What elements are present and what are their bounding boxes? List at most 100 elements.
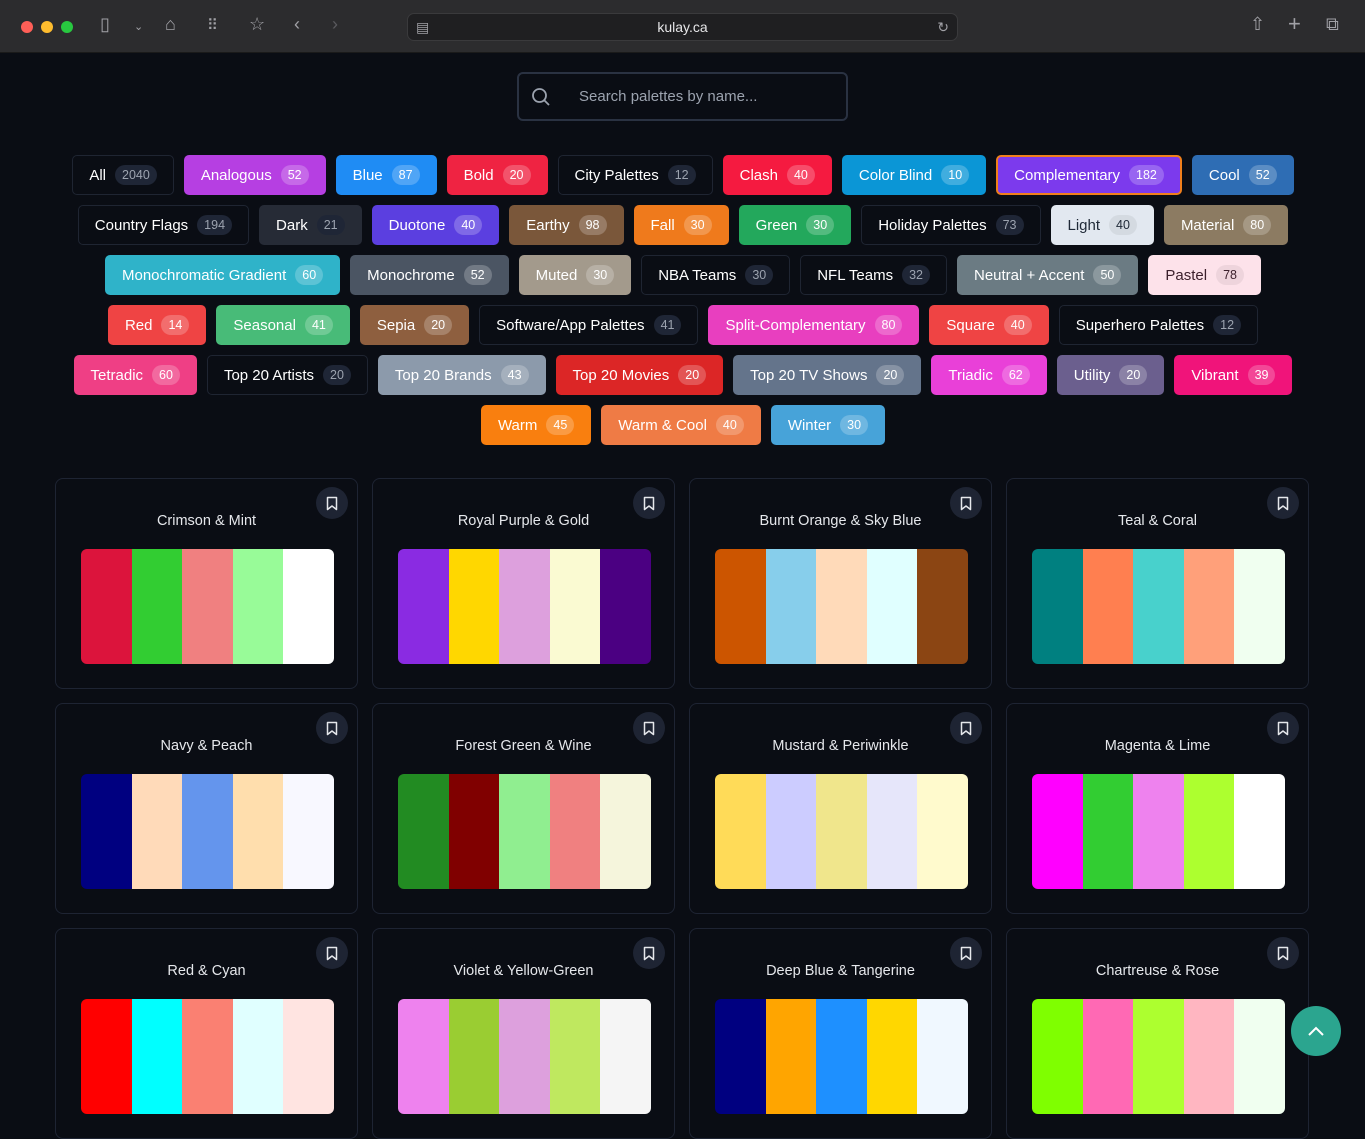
color-swatch[interactable] xyxy=(1133,549,1184,664)
palette-card[interactable]: Deep Blue & Tangerine xyxy=(689,928,992,1139)
category-chip[interactable]: Fall 30 xyxy=(633,205,729,245)
category-chip[interactable]: NBA Teams 30 xyxy=(641,255,791,295)
color-swatch[interactable] xyxy=(1082,549,1134,664)
color-swatch[interactable] xyxy=(131,999,183,1114)
bookmark-button[interactable] xyxy=(1267,937,1299,969)
category-chip[interactable]: Monochromatic Gradient 60 xyxy=(105,255,341,295)
color-swatch[interactable] xyxy=(1234,549,1285,664)
color-swatch[interactable] xyxy=(816,999,867,1114)
palette-card[interactable]: Violet & Yellow-Green xyxy=(372,928,675,1139)
category-chip[interactable]: Material 80 xyxy=(1163,205,1289,245)
color-swatch[interactable] xyxy=(81,774,132,889)
scroll-to-top-button[interactable] xyxy=(1291,1006,1341,1056)
color-swatch[interactable] xyxy=(499,999,550,1114)
color-swatch[interactable] xyxy=(398,549,449,664)
color-swatch[interactable] xyxy=(1032,549,1083,664)
category-chip[interactable]: Analogous 52 xyxy=(183,155,326,195)
color-swatch[interactable] xyxy=(1234,774,1285,889)
color-swatch[interactable] xyxy=(81,999,132,1114)
search-box[interactable] xyxy=(517,72,848,121)
category-chip[interactable]: Green 30 xyxy=(738,205,852,245)
color-swatch[interactable] xyxy=(81,549,132,664)
forward-icon[interactable]: › xyxy=(332,14,338,34)
color-swatch[interactable] xyxy=(1133,999,1184,1114)
color-swatch[interactable] xyxy=(1133,774,1184,889)
category-chip[interactable]: City Palettes 12 xyxy=(557,155,713,195)
color-swatch[interactable] xyxy=(232,999,284,1114)
color-swatch[interactable] xyxy=(549,999,601,1114)
maximize-window-button[interactable] xyxy=(61,21,73,33)
bookmark-button[interactable] xyxy=(633,937,665,969)
color-swatch[interactable] xyxy=(283,549,334,664)
category-chip[interactable]: Light 40 xyxy=(1050,205,1154,245)
category-chip[interactable]: Top 20 TV Shows 20 xyxy=(733,355,922,395)
category-chip[interactable]: Warm & Cool 40 xyxy=(601,405,761,445)
category-chip[interactable]: Split-Complementary 80 xyxy=(708,305,920,345)
back-icon[interactable]: ‹ xyxy=(294,14,300,34)
search-input[interactable] xyxy=(579,74,839,119)
category-chip[interactable]: Complementary 182 xyxy=(996,155,1182,195)
home-icon[interactable]: ⌂ xyxy=(165,14,176,34)
bookmark-button[interactable] xyxy=(950,712,982,744)
color-swatch[interactable] xyxy=(917,549,968,664)
color-swatch[interactable] xyxy=(398,774,449,889)
palette-card[interactable]: Teal & Coral xyxy=(1006,478,1309,689)
category-chip[interactable]: Holiday Palettes 73 xyxy=(861,205,1041,245)
color-swatch[interactable] xyxy=(917,774,968,889)
category-chip[interactable]: Top 20 Artists 20 xyxy=(206,355,368,395)
color-swatch[interactable] xyxy=(1183,549,1235,664)
color-swatch[interactable] xyxy=(715,549,766,664)
bookmark-button[interactable] xyxy=(316,712,348,744)
color-swatch[interactable] xyxy=(499,549,550,664)
category-chip[interactable]: Muted 30 xyxy=(518,255,632,295)
category-chip[interactable]: Monochrome 52 xyxy=(350,255,509,295)
chevron-down-icon[interactable]: ⌄ xyxy=(134,21,144,33)
category-chip[interactable]: Square 40 xyxy=(929,305,1049,345)
color-swatch[interactable] xyxy=(499,774,550,889)
category-chip[interactable]: Earthy 98 xyxy=(509,205,624,245)
color-swatch[interactable] xyxy=(1032,999,1083,1114)
color-swatch[interactable] xyxy=(866,774,918,889)
color-swatch[interactable] xyxy=(182,999,233,1114)
bookmark-button[interactable] xyxy=(633,712,665,744)
color-swatch[interactable] xyxy=(448,774,500,889)
color-swatch[interactable] xyxy=(131,549,183,664)
palette-card[interactable]: Burnt Orange & Sky Blue xyxy=(689,478,992,689)
category-chip[interactable]: Superhero Palettes 12 xyxy=(1058,305,1259,345)
color-swatch[interactable] xyxy=(600,774,651,889)
color-swatch[interactable] xyxy=(283,774,334,889)
palette-card[interactable]: Forest Green & Wine xyxy=(372,703,675,914)
color-swatch[interactable] xyxy=(866,999,918,1114)
palette-card[interactable]: Mustard & Periwinkle xyxy=(689,703,992,914)
bookmark-button[interactable] xyxy=(316,937,348,969)
category-chip[interactable]: Utility 20 xyxy=(1056,355,1165,395)
color-swatch[interactable] xyxy=(1082,999,1134,1114)
color-swatch[interactable] xyxy=(448,999,500,1114)
color-swatch[interactable] xyxy=(448,549,500,664)
color-swatch[interactable] xyxy=(866,549,918,664)
color-swatch[interactable] xyxy=(549,549,601,664)
palette-card[interactable]: Crimson & Mint xyxy=(55,478,358,689)
category-chip[interactable]: Clash 40 xyxy=(722,155,832,195)
palette-card[interactable]: Navy & Peach xyxy=(55,703,358,914)
color-swatch[interactable] xyxy=(600,999,651,1114)
category-chip[interactable]: Seasonal 41 xyxy=(216,305,350,345)
category-chip[interactable]: Blue 87 xyxy=(335,155,437,195)
bookmark-button[interactable] xyxy=(316,487,348,519)
grid-icon[interactable]: ⠿ xyxy=(207,17,218,34)
category-chip[interactable]: Neutral + Accent 50 xyxy=(956,255,1139,295)
bookmark-button[interactable] xyxy=(950,487,982,519)
new-tab-icon[interactable]: + xyxy=(1288,11,1301,36)
category-chip[interactable]: Tetradic 60 xyxy=(73,355,197,395)
category-chip[interactable]: Top 20 Brands 43 xyxy=(377,355,546,395)
category-chip[interactable]: Top 20 Movies 20 xyxy=(555,355,724,395)
category-chip[interactable]: Country Flags 194 xyxy=(77,205,250,245)
color-swatch[interactable] xyxy=(816,549,867,664)
color-swatch[interactable] xyxy=(600,549,651,664)
category-chip[interactable]: Cool 52 xyxy=(1191,155,1294,195)
palette-card[interactable]: Red & Cyan xyxy=(55,928,358,1139)
color-swatch[interactable] xyxy=(131,774,183,889)
color-swatch[interactable] xyxy=(715,999,766,1114)
category-chip[interactable]: Pastel 78 xyxy=(1148,255,1261,295)
color-swatch[interactable] xyxy=(1234,999,1285,1114)
